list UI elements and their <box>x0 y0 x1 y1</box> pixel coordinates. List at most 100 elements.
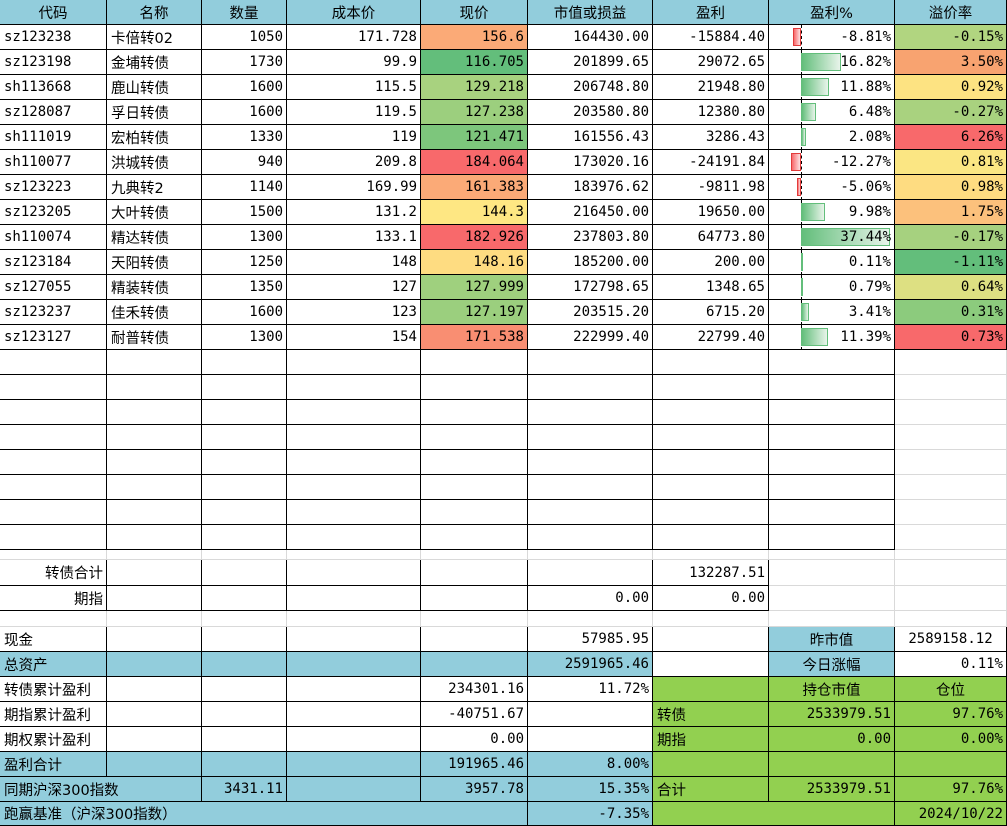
cost-price[interactable]: 131.2 <box>287 200 421 225</box>
cost-price[interactable]: 154 <box>287 325 421 350</box>
profit-pct-cell[interactable]: 11.88% <box>769 75 895 100</box>
market-value[interactable]: 183976.62 <box>528 175 653 200</box>
empty-cell[interactable] <box>421 400 528 425</box>
profit-pct-cell[interactable]: 16.82% <box>769 50 895 75</box>
bond-name[interactable]: 九典转2 <box>107 175 202 200</box>
cost-price[interactable]: 99.9 <box>287 50 421 75</box>
empty-cell[interactable] <box>421 450 528 475</box>
empty-cell[interactable] <box>895 400 1007 425</box>
empty-cell[interactable] <box>107 702 202 727</box>
empty-cell[interactable] <box>0 375 107 400</box>
empty-cell[interactable] <box>202 525 287 550</box>
market-value[interactable]: 216450.00 <box>528 200 653 225</box>
market-value[interactable]: 203515.20 <box>528 300 653 325</box>
bond-code[interactable]: sz123127 <box>0 325 107 350</box>
profit-total-pct[interactable]: 8.00% <box>528 752 653 777</box>
empty-cell[interactable] <box>421 525 528 550</box>
bond-name[interactable]: 佳禾转债 <box>107 300 202 325</box>
empty-cell[interactable] <box>528 400 653 425</box>
profit[interactable]: 21948.80 <box>653 75 769 100</box>
empty-cell[interactable] <box>421 560 528 586</box>
profit-pct-cell[interactable]: 37.44% <box>769 225 895 250</box>
cost-price[interactable]: 209.8 <box>287 150 421 175</box>
current-price[interactable]: 156.6 <box>421 25 528 50</box>
empty-cell[interactable] <box>769 586 895 611</box>
cost-price[interactable]: 169.99 <box>287 175 421 200</box>
bond-name[interactable]: 天阳转债 <box>107 250 202 275</box>
position-total-ratio[interactable]: 97.76% <box>895 777 1007 802</box>
empty-cell[interactable] <box>202 400 287 425</box>
current-price[interactable]: 148.16 <box>421 250 528 275</box>
cost-price[interactable]: 119 <box>287 125 421 150</box>
empty-cell[interactable] <box>202 425 287 450</box>
premium-rate[interactable]: 0.81% <box>895 150 1007 175</box>
bond-cum-profit-value[interactable]: 234301.16 <box>421 677 528 702</box>
bond-name[interactable]: 大叶转债 <box>107 200 202 225</box>
profit-pct-cell[interactable]: -12.27% <box>769 150 895 175</box>
empty-cell[interactable] <box>769 400 895 425</box>
csi300-current-value[interactable]: 3957.78 <box>421 777 528 802</box>
current-price[interactable]: 127.999 <box>421 275 528 300</box>
empty-cell[interactable] <box>528 475 653 500</box>
bond-code[interactable]: sh110077 <box>0 150 107 175</box>
bond-code[interactable]: sz123205 <box>0 200 107 225</box>
quantity[interactable]: 1050 <box>202 25 287 50</box>
empty-cell[interactable] <box>769 425 895 450</box>
empty-cell[interactable] <box>528 560 653 586</box>
market-value[interactable]: 206748.80 <box>528 75 653 100</box>
options-cum-profit-value[interactable]: 0.00 <box>421 727 528 752</box>
empty-cell[interactable] <box>287 677 421 702</box>
empty-cell[interactable] <box>287 627 421 652</box>
empty-cell[interactable] <box>202 727 287 752</box>
empty-cell[interactable] <box>287 586 421 611</box>
total-assets-value[interactable]: 2591965.46 <box>528 652 653 677</box>
quantity[interactable]: 1350 <box>202 275 287 300</box>
empty-cell[interactable] <box>287 375 421 400</box>
cost-price[interactable]: 115.5 <box>287 75 421 100</box>
market-value[interactable]: 161556.43 <box>528 125 653 150</box>
cost-price[interactable]: 148 <box>287 250 421 275</box>
empty-cell[interactable] <box>653 500 769 525</box>
premium-rate[interactable]: 3.50% <box>895 50 1007 75</box>
market-value[interactable]: 173020.16 <box>528 150 653 175</box>
empty-cell[interactable] <box>287 525 421 550</box>
empty-cell[interactable] <box>107 475 202 500</box>
empty-cell[interactable] <box>421 350 528 375</box>
bond-name[interactable]: 鹿山转债 <box>107 75 202 100</box>
empty-cell[interactable] <box>653 425 769 450</box>
futures-subtotal-value[interactable]: 0.00 <box>528 586 653 611</box>
market-value[interactable]: 222999.40 <box>528 325 653 350</box>
empty-cell[interactable] <box>528 500 653 525</box>
empty-cell[interactable] <box>528 350 653 375</box>
empty-cell[interactable] <box>0 450 107 475</box>
empty-cell[interactable] <box>421 627 528 652</box>
premium-rate[interactable]: 6.26% <box>895 125 1007 150</box>
empty-cell[interactable] <box>895 350 1007 375</box>
empty-cell[interactable] <box>287 727 421 752</box>
bond-code[interactable]: sz123238 <box>0 25 107 50</box>
empty-cell[interactable] <box>0 500 107 525</box>
bond-code[interactable]: sh111019 <box>0 125 107 150</box>
bond-name[interactable]: 孚日转债 <box>107 100 202 125</box>
empty-cell[interactable] <box>287 400 421 425</box>
empty-cell[interactable] <box>421 586 528 611</box>
bond-name[interactable]: 耐普转债 <box>107 325 202 350</box>
empty-cell[interactable] <box>895 375 1007 400</box>
premium-rate[interactable]: 0.98% <box>895 175 1007 200</box>
bond-name[interactable]: 卡倍转02 <box>107 25 202 50</box>
profit[interactable]: 64773.80 <box>653 225 769 250</box>
empty-cell[interactable] <box>895 560 1007 586</box>
profit[interactable]: 200.00 <box>653 250 769 275</box>
profit-pct-cell[interactable]: 0.11% <box>769 250 895 275</box>
empty-cell[interactable] <box>528 702 653 727</box>
cost-price[interactable]: 127 <box>287 275 421 300</box>
empty-cell[interactable] <box>769 560 895 586</box>
cash-value[interactable]: 57985.95 <box>528 627 653 652</box>
csi300-change-pct[interactable]: 15.35% <box>528 777 653 802</box>
empty-cell[interactable] <box>202 627 287 652</box>
bond-name[interactable]: 宏柏转债 <box>107 125 202 150</box>
report-date[interactable]: 2024/10/22 <box>895 802 1007 826</box>
empty-cell[interactable] <box>107 375 202 400</box>
empty-cell[interactable] <box>653 525 769 550</box>
quantity[interactable]: 1500 <box>202 200 287 225</box>
